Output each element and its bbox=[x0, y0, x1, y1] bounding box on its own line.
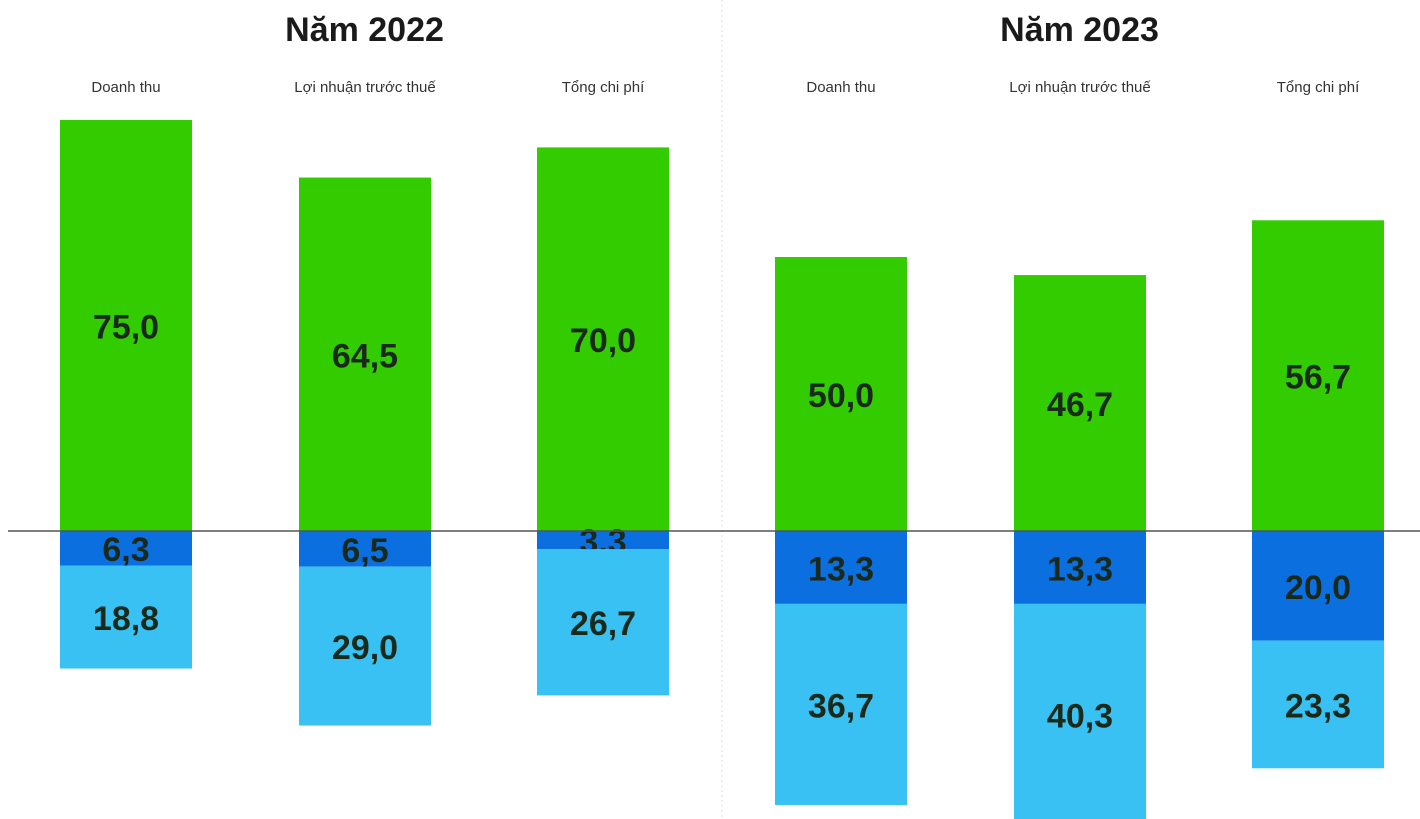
value-label: 6,5 bbox=[341, 532, 388, 570]
bar-segment bbox=[537, 549, 669, 696]
bar-segment bbox=[299, 531, 431, 567]
bar-segment bbox=[299, 177, 431, 532]
bar-segment bbox=[299, 566, 431, 726]
bar-segment bbox=[1014, 275, 1146, 531]
panel-title: Năm 2022 bbox=[285, 11, 444, 49]
category-label: Doanh thu bbox=[806, 79, 875, 96]
value-label: 40,3 bbox=[1047, 697, 1113, 735]
bar-segment bbox=[1252, 640, 1384, 769]
value-label: 13,3 bbox=[808, 550, 874, 588]
value-label: 26,7 bbox=[570, 605, 636, 643]
bar-segment bbox=[1014, 531, 1146, 604]
bar-segment bbox=[537, 147, 669, 531]
value-label: 36,7 bbox=[808, 687, 874, 725]
value-label: 6,3 bbox=[102, 531, 149, 569]
bar-segment bbox=[775, 257, 907, 531]
bar-segment bbox=[60, 531, 192, 566]
value-label: 20,0 bbox=[1285, 569, 1351, 607]
value-label: 46,7 bbox=[1047, 386, 1113, 424]
category-label: Lợi nhuận trước thuế bbox=[294, 79, 436, 96]
bar-segment bbox=[1014, 603, 1146, 819]
value-label: 50,0 bbox=[808, 377, 874, 415]
panel-title: Năm 2023 bbox=[1000, 11, 1159, 49]
category-label: Lợi nhuận trước thuế bbox=[1009, 79, 1151, 96]
category-label: Doanh thu bbox=[91, 79, 160, 96]
value-label: 75,0 bbox=[93, 308, 159, 346]
bar-segment bbox=[537, 531, 669, 550]
bar-segment bbox=[1252, 531, 1384, 641]
value-label: 29,0 bbox=[332, 629, 398, 667]
bar-segment bbox=[775, 603, 907, 805]
bar-segment bbox=[60, 120, 192, 531]
value-label: 56,7 bbox=[1285, 359, 1351, 397]
value-label: 18,8 bbox=[93, 600, 159, 638]
bar-segment bbox=[775, 531, 907, 604]
value-label: 70,0 bbox=[570, 322, 636, 360]
category-label: Tổng chi phí bbox=[562, 79, 645, 96]
value-label: 13,3 bbox=[1047, 550, 1113, 588]
value-label: 64,5 bbox=[332, 337, 398, 375]
value-label: 23,3 bbox=[1285, 687, 1351, 725]
bar-segment bbox=[60, 565, 192, 669]
bar-segment bbox=[1252, 220, 1384, 531]
category-label: Tổng chi phí bbox=[1277, 79, 1360, 96]
